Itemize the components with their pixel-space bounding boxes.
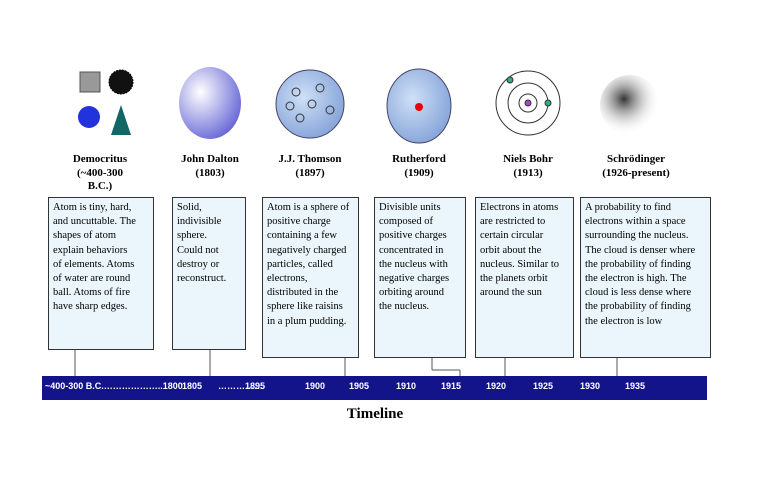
timeline-label: 1930: [580, 381, 601, 391]
description-box: Atom is a sphere of positive charge contai…: [262, 197, 359, 358]
rutherford-model: [386, 68, 452, 144]
description-line: orbit about the: [480, 244, 542, 256]
description-line: shapes of atom: [53, 230, 116, 242]
dalton-sphere: [179, 67, 241, 139]
description-line: particles, called: [267, 258, 333, 270]
description-line: electrons,: [267, 273, 308, 285]
description-line: negatively charged: [267, 244, 347, 256]
description-line: negative charges: [379, 273, 450, 285]
description-line: nucleus. Similar to: [480, 258, 560, 270]
description-line: reconstruct.: [177, 273, 227, 285]
description-line: Divisible units: [379, 202, 441, 213]
description-line: the probability of finding: [585, 301, 691, 313]
timeline-bar: [42, 376, 707, 400]
model-date: (1926-present): [602, 167, 670, 179]
description-line: positive charge: [267, 216, 331, 228]
description-line: in a plum pudding.: [267, 315, 347, 327]
timeline-label: 1910: [396, 381, 417, 391]
model-name: Democritus: [72, 153, 128, 165]
description-box: Atom is tiny, hard, and uncuttable. The sh…: [48, 197, 154, 350]
description-box: Electrons in atoms are restricted to certa…: [475, 197, 574, 358]
description-line: and uncuttable. The: [53, 216, 136, 228]
timeline-label: 1935: [625, 381, 646, 391]
description-line: cloud is less dense where: [585, 287, 692, 299]
description-line: Electrons in atoms: [480, 202, 559, 213]
description-line: certain circular: [480, 230, 544, 242]
description-line: the nucleus.: [379, 301, 430, 313]
timeline-label: 1920: [486, 381, 507, 391]
description-line: explain behaviors: [53, 244, 128, 256]
timeline-label: 1925: [533, 381, 554, 391]
description-line: the electron is high. The: [585, 273, 687, 285]
description-line: Solid,: [177, 202, 202, 213]
model-date: (~400-300 B.C.): [76, 167, 124, 192]
description-box: Solid, indivisible sphere. Could not destroy…: [172, 197, 246, 350]
description-line: orbiting around: [379, 287, 445, 299]
timeline-label: 1805: [182, 381, 203, 391]
description-line: of water are round: [53, 273, 131, 285]
description-line: composed of: [379, 216, 433, 228]
timeline-label: 1900: [305, 381, 326, 391]
timeline-label: 1895: [245, 381, 266, 391]
description-line: distributed in the: [267, 287, 339, 299]
timeline-label: 1915: [441, 381, 462, 391]
model-name: Niels Bohr: [503, 153, 553, 165]
description-line: surrounding the nucleus.: [585, 230, 689, 242]
schrodinger-cloud: [600, 75, 660, 135]
bohr-model: [495, 70, 561, 136]
timeline-title: Timeline: [346, 406, 404, 422]
description-line: have sharp edges.: [53, 301, 128, 313]
description-line: Could not: [177, 244, 219, 256]
model-date: (1897): [295, 167, 325, 179]
description-line: the probability of finding: [585, 258, 691, 270]
description-line: around the sun: [480, 287, 542, 299]
description-line: indivisible: [177, 216, 222, 228]
description-line: The cloud is denser where: [585, 244, 696, 256]
description-box: Divisible units composed of positive charg…: [374, 197, 466, 358]
description-box: A probability to find electrons within a …: [580, 197, 711, 358]
democritus-icons: [78, 69, 134, 135]
timeline-label: ~400-300 B.C.………………..1800: [45, 381, 183, 391]
model-name: Schrödinger: [606, 153, 666, 165]
description-line: Atom is a sphere of: [267, 202, 350, 213]
description-line: concentrated in: [379, 244, 444, 256]
description-line: the planets orbit: [480, 273, 548, 285]
description-line: positive charges: [379, 230, 447, 242]
model-date: (1909): [404, 167, 434, 179]
description-line: the nucleus with: [379, 258, 448, 270]
description-line: sphere like raisins: [267, 301, 343, 313]
description-line: Atom is tiny, hard,: [53, 202, 132, 213]
model-date: (1803): [195, 167, 225, 179]
description-line: electrons within a space: [585, 216, 686, 228]
description-line: containing a few: [267, 230, 337, 242]
timeline-label: 1905: [349, 381, 370, 391]
connectors: [74, 350, 618, 376]
description-line: destroy or: [177, 258, 220, 270]
model-name: J.J. Thomson: [278, 153, 342, 165]
description-line: ball. Atoms of fire: [53, 287, 130, 299]
model-date: (1913): [513, 167, 543, 179]
description-line: the electron is low: [585, 315, 663, 327]
description-line: of elements. Atoms: [53, 258, 135, 270]
description-line: are restricted to: [480, 216, 546, 228]
model-name: John Dalton: [181, 153, 239, 165]
description-line: sphere.: [177, 230, 208, 242]
model-name: Rutherford: [392, 153, 446, 165]
description-line: A probability to find: [585, 202, 672, 213]
timeline-label: ……………: [218, 381, 263, 391]
thomson-model: [275, 69, 345, 139]
